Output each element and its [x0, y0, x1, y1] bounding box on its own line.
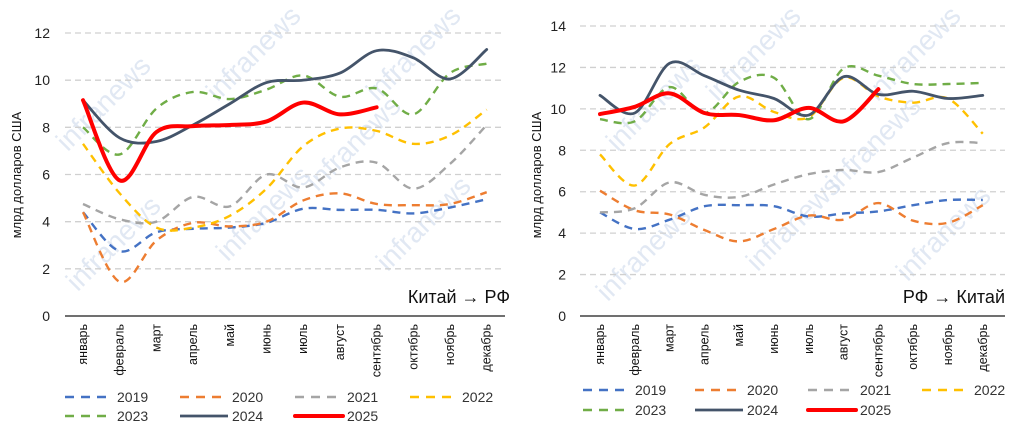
legend-label: 2023	[117, 408, 148, 424]
x-tick-label: май	[223, 324, 237, 347]
y-tick-label: 10	[34, 72, 50, 88]
series-line-2022	[82, 108, 488, 232]
legend-item-2025: 2025	[293, 408, 378, 424]
y-tick-label: 8	[42, 119, 50, 135]
series-line-2023	[599, 64, 983, 125]
series-line-2021	[599, 140, 983, 214]
legend-label: 2020	[232, 389, 263, 405]
y-tick-label: 12	[34, 25, 50, 41]
x-tick-label: июль	[802, 324, 816, 354]
y-tick-label: 8	[558, 142, 566, 158]
legend-item-2022: 2022	[410, 389, 493, 405]
x-tick-label: январь	[593, 324, 607, 365]
legend-label: 2023	[635, 402, 666, 418]
watermark-text: infranews	[700, 0, 807, 107]
y-tick-label: 6	[558, 184, 566, 200]
legend-label: 2019	[635, 382, 666, 398]
x-tick-label: октябрь	[406, 324, 420, 370]
legend-item-2021: 2021	[808, 382, 891, 398]
legend-label: 2025	[347, 408, 378, 424]
x-tick-label: июль	[296, 324, 310, 354]
chart-china-to-russia: млрд долларов США Китай → РФ 0 2 4 6 8 10 12 ян…	[9, 25, 510, 424]
legend-item-2020: 2020	[180, 389, 263, 405]
x-tick-label: май	[732, 324, 746, 347]
legend-item-2019: 2019	[583, 382, 666, 398]
y-tick-label: 4	[558, 225, 566, 241]
series-line-2024	[81, 48, 489, 145]
legend-label: 2019	[117, 389, 148, 405]
y-tick-label: 2	[42, 261, 50, 277]
chart-russia-to-china: млрд долларов США РФ → Китай 0 2 4 6 8 10 12 14…	[529, 18, 1005, 418]
watermark-text: infranews	[820, 90, 927, 197]
legend-item-2023: 2023	[65, 408, 148, 424]
x-tick-label: декабрь	[480, 324, 494, 372]
watermark-text: infranews	[60, 190, 167, 297]
x-tick-label: август	[333, 324, 347, 361]
legend-item-2019: 2019	[65, 389, 148, 405]
x-tick-label: октябрь	[906, 324, 920, 370]
y-tick-label: 2	[558, 267, 566, 283]
legend-label: 2025	[860, 402, 891, 418]
x-tick-label: июнь	[767, 324, 781, 354]
series-line-2019	[599, 198, 983, 231]
legend-item-2024: 2024	[180, 408, 263, 424]
watermark-text: infranews	[200, 0, 307, 107]
legend-label: 2022	[462, 389, 493, 405]
legend-label: 2024	[232, 408, 263, 424]
y-tick-label: 0	[558, 308, 566, 324]
legend-label: 2020	[747, 382, 778, 398]
x-tick-label: февраль	[628, 324, 642, 376]
series-line-2021	[82, 124, 488, 225]
x-tick-label: апрель	[186, 324, 200, 365]
y-tick-label: 10	[550, 101, 566, 117]
legend-item-2025: 2025	[806, 402, 891, 418]
legend-label: 2021	[860, 382, 891, 398]
series-line-2024	[598, 60, 985, 117]
series-line-2020	[81, 191, 488, 284]
series-line-2025	[81, 98, 379, 183]
x-tick-label: сентябрь	[871, 324, 885, 377]
legend-item-2020: 2020	[695, 382, 778, 398]
x-tick-label: март	[149, 324, 163, 352]
chart-annotation: Китай → РФ	[408, 287, 510, 307]
y-axis-label: млрд долларов США	[9, 111, 24, 238]
legend-label: 2024	[747, 402, 778, 418]
legend-item-2024: 2024	[695, 402, 778, 418]
series-line-2019	[82, 198, 487, 253]
series-line-2025	[598, 87, 881, 124]
y-tick-label: 6	[42, 167, 50, 183]
x-tick-label: июнь	[260, 324, 274, 354]
x-tick-label: февраль	[113, 324, 127, 376]
y-tick-label: 14	[550, 18, 566, 34]
y-tick-label: 0	[42, 308, 50, 324]
y-axis-label: млрд долларов США	[529, 111, 544, 238]
watermark-text: infranews	[50, 50, 157, 157]
x-tick-label: ноябрь	[443, 324, 457, 365]
chart-annotation: РФ → Китай	[903, 287, 1005, 307]
x-tick-label: ноябрь	[941, 324, 955, 365]
legend-item-2022: 2022	[922, 382, 1005, 398]
series-line-2020	[599, 189, 984, 243]
series-line-2022	[599, 76, 984, 187]
legend-item-2023: 2023	[583, 402, 666, 418]
legend-label: 2022	[974, 382, 1005, 398]
x-tick-label: август	[837, 324, 851, 361]
watermark-text: infranews	[360, 0, 467, 107]
legend-label: 2021	[347, 389, 378, 405]
legend-item-2021: 2021	[295, 389, 378, 405]
x-tick-label: апрель	[697, 324, 711, 365]
x-tick-label: март	[663, 324, 677, 352]
y-tick-label: 12	[550, 59, 566, 75]
x-tick-label: сентябрь	[370, 324, 384, 377]
x-tick-label: январь	[76, 324, 90, 365]
y-tick-label: 4	[42, 214, 50, 230]
x-tick-label: декабрь	[976, 324, 990, 372]
